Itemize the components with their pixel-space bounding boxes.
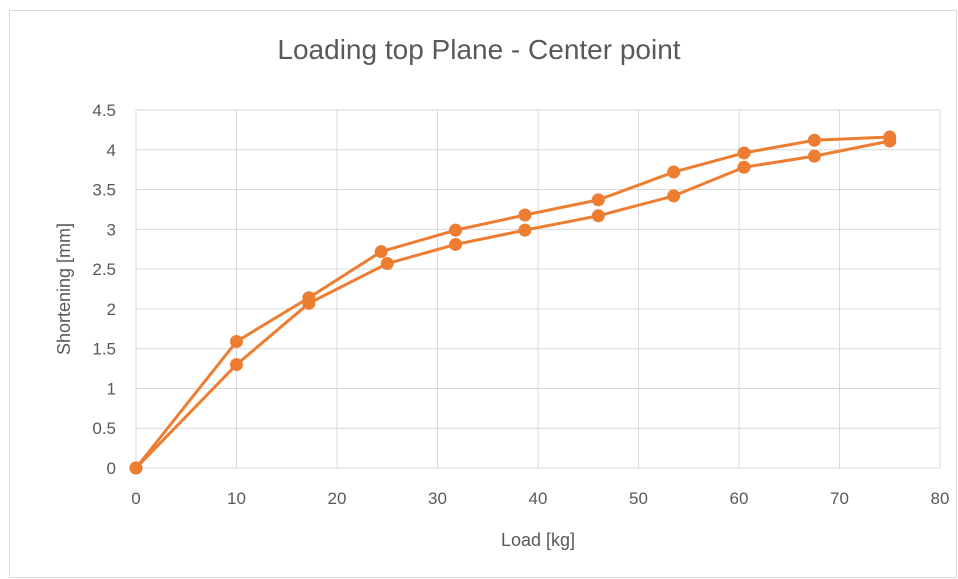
y-tick-label-0: 0 xyxy=(107,459,116,478)
y-tick-label-5: 2.5 xyxy=(92,260,116,279)
series-0-point-3 xyxy=(380,257,394,271)
chart-frame xyxy=(9,10,957,578)
series-1-point-0 xyxy=(129,461,143,475)
series-1-point-9 xyxy=(807,133,821,147)
chart-title: Loading top Plane - Center point xyxy=(277,34,681,65)
y-tick-label-4: 2 xyxy=(107,300,116,319)
y-tick-labels: 0 0.5 1 1.5 2 2.5 3 3.5 4 4.5 xyxy=(92,101,116,478)
x-tick-label-7: 70 xyxy=(830,489,849,508)
y-tick-label-7: 3.5 xyxy=(92,181,116,200)
series-0-point-9 xyxy=(807,149,821,163)
x-tick-label-6: 60 xyxy=(730,489,749,508)
y-tick-label-6: 3 xyxy=(107,220,116,239)
series-line-0 xyxy=(134,139,891,470)
x-tick-label-1: 10 xyxy=(227,489,246,508)
series-0-point-1 xyxy=(230,358,243,372)
y-axis-title: Shortening [mm] xyxy=(54,223,74,355)
series-0-point-5 xyxy=(518,223,532,237)
y-tick-label-8: 4 xyxy=(107,141,116,160)
series-0-point-8 xyxy=(737,160,751,174)
series-1-point-10 xyxy=(883,130,897,144)
series-line-1 xyxy=(134,135,890,469)
series-0-point-7 xyxy=(667,189,681,203)
series-1-point-4 xyxy=(449,223,463,237)
series-0-point-6 xyxy=(591,209,605,223)
y-tick-label-1: 0.5 xyxy=(92,419,116,438)
series-0-point-4 xyxy=(449,237,463,251)
x-tick-label-3: 30 xyxy=(428,489,447,508)
gridlines xyxy=(135,109,941,469)
series-group xyxy=(129,130,897,475)
series-1-point-8 xyxy=(737,146,751,160)
y-tick-label-9: 4.5 xyxy=(92,101,116,120)
x-tick-labels: 0 10 20 30 40 50 60 70 80 xyxy=(131,489,949,508)
y-tick-label-3: 1.5 xyxy=(92,340,116,359)
y-tick-label-2: 1 xyxy=(107,379,116,398)
x-tick-label-8: 80 xyxy=(931,489,950,508)
x-tick-label-2: 20 xyxy=(328,489,347,508)
x-tick-label-5: 50 xyxy=(629,489,648,508)
series-1-point-6 xyxy=(591,193,605,207)
series-1-point-1 xyxy=(230,335,243,349)
series-1-point-7 xyxy=(667,165,681,179)
x-tick-label-4: 40 xyxy=(529,489,548,508)
x-axis-title: Load [kg] xyxy=(501,530,575,550)
series-1-point-2 xyxy=(302,291,316,305)
series-1-point-3 xyxy=(374,245,388,259)
series-1-point-5 xyxy=(518,208,532,222)
x-tick-label-0: 0 xyxy=(131,489,140,508)
